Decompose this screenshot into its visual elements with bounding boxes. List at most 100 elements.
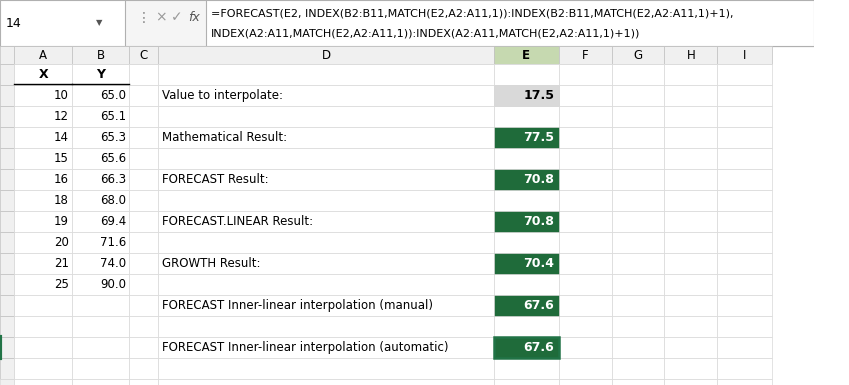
Bar [665, 148, 717, 169]
Bar [494, 274, 559, 295]
Text: 65.3: 65.3 [100, 131, 127, 144]
Bar [559, 358, 611, 379]
Bar [559, 148, 611, 169]
Bar [494, 211, 559, 232]
Text: 10: 10 [54, 89, 69, 102]
Bar [665, 190, 717, 211]
Bar [717, 316, 772, 337]
Text: FORECAST Result:: FORECAST Result: [162, 173, 268, 186]
Text: ⋮: ⋮ [137, 11, 151, 25]
Bar [0, 106, 14, 127]
Bar [72, 127, 129, 148]
Bar [717, 46, 772, 64]
Bar [717, 337, 772, 358]
Bar [14, 85, 72, 106]
Bar [129, 106, 158, 127]
Bar [717, 148, 772, 169]
Bar [665, 337, 717, 358]
Bar [665, 64, 717, 85]
Text: 67.6: 67.6 [523, 341, 554, 354]
Bar [158, 379, 494, 385]
Bar [129, 169, 158, 190]
Bar [494, 316, 559, 337]
Bar [717, 211, 772, 232]
Bar [129, 337, 158, 358]
Bar [129, 379, 158, 385]
Text: 17.5: 17.5 [523, 89, 554, 102]
Bar [611, 295, 665, 316]
Bar [611, 358, 665, 379]
Bar [665, 106, 717, 127]
Bar [158, 85, 494, 106]
Text: X: X [38, 68, 48, 81]
Bar [494, 337, 559, 358]
Bar [494, 64, 559, 85]
Bar [158, 106, 494, 127]
Bar [158, 232, 494, 253]
Bar [717, 295, 772, 316]
Bar [14, 337, 72, 358]
Bar [611, 316, 665, 337]
Bar [611, 190, 665, 211]
Bar [0, 148, 14, 169]
Text: 70.8: 70.8 [523, 173, 554, 186]
Bar [72, 274, 129, 295]
Bar [559, 127, 611, 148]
Bar [611, 169, 665, 190]
Bar [559, 211, 611, 232]
Bar [129, 85, 158, 106]
Bar [0, 253, 14, 274]
Text: A: A [39, 49, 48, 62]
Bar [72, 295, 129, 316]
Bar [72, 211, 129, 232]
Bar [72, 337, 129, 358]
Bar [158, 46, 494, 64]
Bar [494, 232, 559, 253]
Bar [0, 127, 14, 148]
Bar [158, 253, 494, 274]
Bar [72, 64, 129, 85]
Bar [559, 274, 611, 295]
Bar [611, 379, 665, 385]
Text: 21: 21 [54, 257, 69, 270]
Bar [129, 358, 158, 379]
Bar [611, 64, 665, 85]
Bar [129, 148, 158, 169]
Bar [72, 85, 129, 106]
Bar [72, 316, 129, 337]
Bar [0, 232, 14, 253]
Bar [72, 169, 129, 190]
Bar [611, 274, 665, 295]
Bar [158, 316, 494, 337]
Bar [611, 127, 665, 148]
Bar [206, 0, 814, 46]
Bar [72, 253, 129, 274]
Bar [158, 211, 494, 232]
Bar [494, 169, 559, 190]
Bar [717, 358, 772, 379]
Bar [717, 106, 772, 127]
Bar [0, 169, 14, 190]
Bar [494, 190, 559, 211]
Text: 90.0: 90.0 [100, 278, 127, 291]
Bar [14, 253, 72, 274]
Bar [559, 190, 611, 211]
Bar [129, 190, 158, 211]
Bar [665, 295, 717, 316]
Bar [158, 148, 494, 169]
Text: 65.1: 65.1 [100, 110, 127, 123]
Text: 77.5: 77.5 [523, 131, 554, 144]
Bar [494, 295, 559, 316]
Bar [158, 190, 494, 211]
Text: G: G [633, 49, 643, 62]
Bar [494, 85, 559, 106]
Text: 70.4: 70.4 [523, 257, 554, 270]
Bar [158, 295, 494, 316]
Bar [72, 379, 129, 385]
Bar [611, 106, 665, 127]
Bar [559, 169, 611, 190]
Text: 65.6: 65.6 [100, 152, 127, 165]
Bar [494, 148, 559, 169]
Bar [559, 379, 611, 385]
Bar [717, 274, 772, 295]
